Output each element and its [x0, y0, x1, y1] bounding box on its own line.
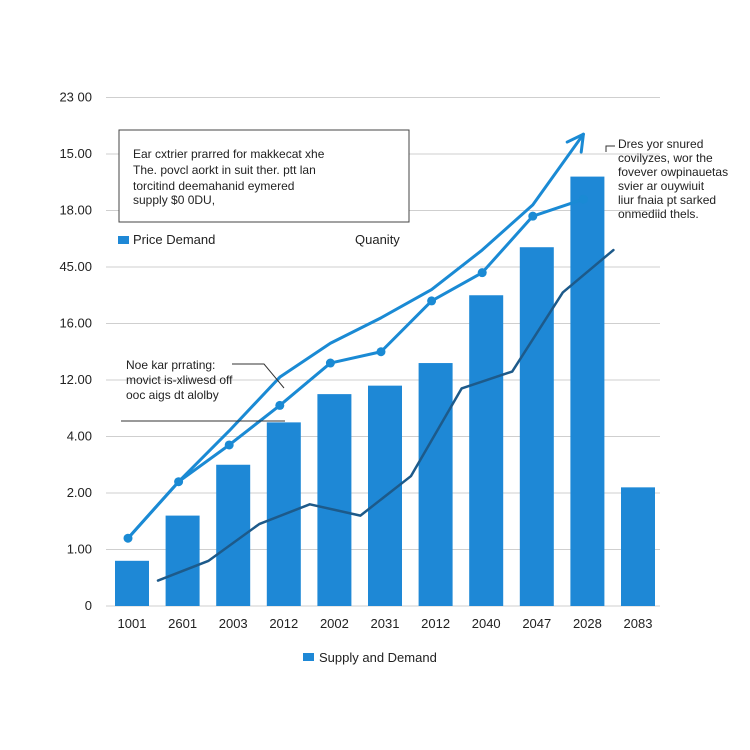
- line-point: [376, 347, 386, 357]
- annotation-box-line-4: supply $0 0DU,: [133, 193, 215, 207]
- y-tick-label: 0: [85, 598, 92, 613]
- x-tick-label: 1001: [118, 616, 147, 631]
- line-point: [477, 268, 487, 278]
- x-tick-label: 2047: [522, 616, 551, 631]
- x-axis-ticks: 1001 2601 2003 2012 2002 2031 2012 2040 2047 2028…: [118, 616, 653, 631]
- annotation-box-line-1: Ear cxtrier prarred for makkecat xhe: [133, 147, 325, 161]
- legend-label-supply-demand: Supply and Demand: [319, 650, 437, 665]
- annotation-box-frame: [118, 129, 410, 223]
- x-tick-label: 2012: [269, 616, 298, 631]
- line-series-1: [126, 132, 585, 540]
- legend-label-price-demand: Price Demand: [133, 232, 215, 247]
- right-note-line-2: covilyzes, wor the: [618, 151, 713, 165]
- x-tick-label: 2040: [472, 616, 501, 631]
- bar: [418, 363, 453, 606]
- annotation-box-line-2: The. povcl aorkt in suit ther. ptt lan: [133, 163, 316, 177]
- y-tick-label: 16.00: [59, 316, 92, 331]
- bar: [570, 176, 605, 606]
- bar: [519, 247, 554, 606]
- line-series-2: [126, 197, 585, 540]
- right-note-line-1: Dres yor snured: [618, 137, 703, 151]
- right-note-leader-line: [605, 145, 615, 152]
- y-tick-label: 4.00: [67, 429, 92, 444]
- right-note: Dres yor snured covilyzes, wor the fovev…: [605, 137, 728, 221]
- legend-swatch-price-demand: [118, 236, 129, 244]
- right-note-line-5: liur fnaia pt sarked: [618, 193, 716, 207]
- x-tick-label: 2002: [320, 616, 349, 631]
- line-point: [427, 296, 437, 306]
- x-tick-label: 2028: [573, 616, 602, 631]
- legend-swatch-supply-demand: [303, 653, 314, 661]
- left-note-leader-line: [232, 363, 285, 389]
- trend-arrowhead: [565, 132, 585, 154]
- line-series: [123, 132, 615, 582]
- legend-bottom: Supply and Demand: [303, 650, 437, 665]
- right-note-line-4: svier ar ouywiuit: [618, 179, 705, 193]
- line-point: [123, 533, 133, 543]
- legend-top: Price Demand Quanity: [118, 232, 400, 247]
- line-point: [578, 194, 588, 204]
- x-tick-label: 2031: [371, 616, 400, 631]
- x-tick-label: 2083: [624, 616, 653, 631]
- y-tick-label: 2.00: [67, 485, 92, 500]
- annotation-box: Ear cxtrier prarred for makkecat xhe The…: [118, 129, 410, 223]
- y-tick-label: 15.00: [59, 146, 92, 161]
- bar: [469, 295, 504, 606]
- line-point: [174, 477, 184, 487]
- right-note-line-3: fovever owpinauetas: [618, 165, 728, 179]
- bar: [115, 560, 149, 606]
- x-tick-label: 2003: [219, 616, 248, 631]
- x-tick-label: 2012: [421, 616, 450, 631]
- left-note: Noe kar prrating: movict is-xliwesd off …: [121, 358, 285, 422]
- line-point: [325, 358, 335, 368]
- y-tick-label: 23 00: [59, 90, 92, 105]
- bar: [165, 515, 200, 606]
- bar: [621, 487, 655, 606]
- y-axis-ticks: 0 1.00 2.00 4.00 12.00 16.00 45.00 18.00 15.00 23…: [59, 90, 92, 614]
- y-tick-label: 18.00: [59, 203, 92, 218]
- left-note-line-2: movict is-xliwesd off: [126, 373, 233, 387]
- left-note-line-3: ooc aigs dt alolby: [126, 388, 219, 402]
- line-series-3: [156, 248, 615, 582]
- legend-label-quantity: Quanity: [355, 232, 400, 247]
- bar-series: [115, 176, 655, 606]
- line-point: [275, 400, 285, 410]
- y-tick-label: 45.00: [59, 259, 92, 274]
- line-point: [224, 440, 234, 450]
- line-point: [528, 211, 538, 221]
- y-tick-label: 1.00: [67, 542, 92, 557]
- bar: [317, 394, 352, 606]
- x-tick-label: 2601: [168, 616, 197, 631]
- annotation-box-line-3: torcitind deemahanid eymered: [133, 179, 294, 193]
- y-tick-label: 12.00: [59, 372, 92, 387]
- right-note-line-6: onmediid thels.: [618, 207, 699, 221]
- left-note-line-1: Noe kar prrating:: [126, 358, 215, 372]
